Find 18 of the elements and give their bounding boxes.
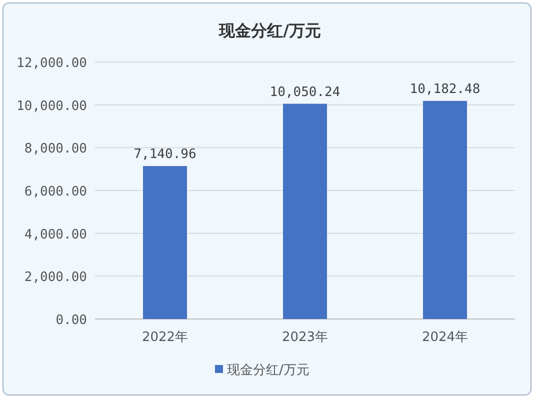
y-tick-label: 6,000.00 [24,184,87,200]
y-tick-label: 8,000.00 [24,142,87,157]
y-tick-label: 0.00 [56,313,87,328]
y-tick-label: 2,000.00 [24,270,87,286]
data-label: 10,050.24 [270,84,340,100]
y-tick-label: 10,000.00 [16,98,87,114]
y-tick-label: 4,000.00 [24,227,87,242]
bar [143,166,187,319]
x-tick-label: 2022年 [142,330,188,345]
x-tick-label: 2023年 [282,330,328,345]
bar [283,104,327,319]
bar [423,100,467,319]
x-tick-label: 2024年 [422,330,468,345]
data-label: 7,140.96 [134,147,196,162]
legend-label: 现金分红/万元 [227,363,310,378]
data-label: 10,182.48 [410,82,480,97]
y-tick-label: 12,000.00 [16,56,87,71]
chart-title: 现金分红/万元 [218,21,321,40]
